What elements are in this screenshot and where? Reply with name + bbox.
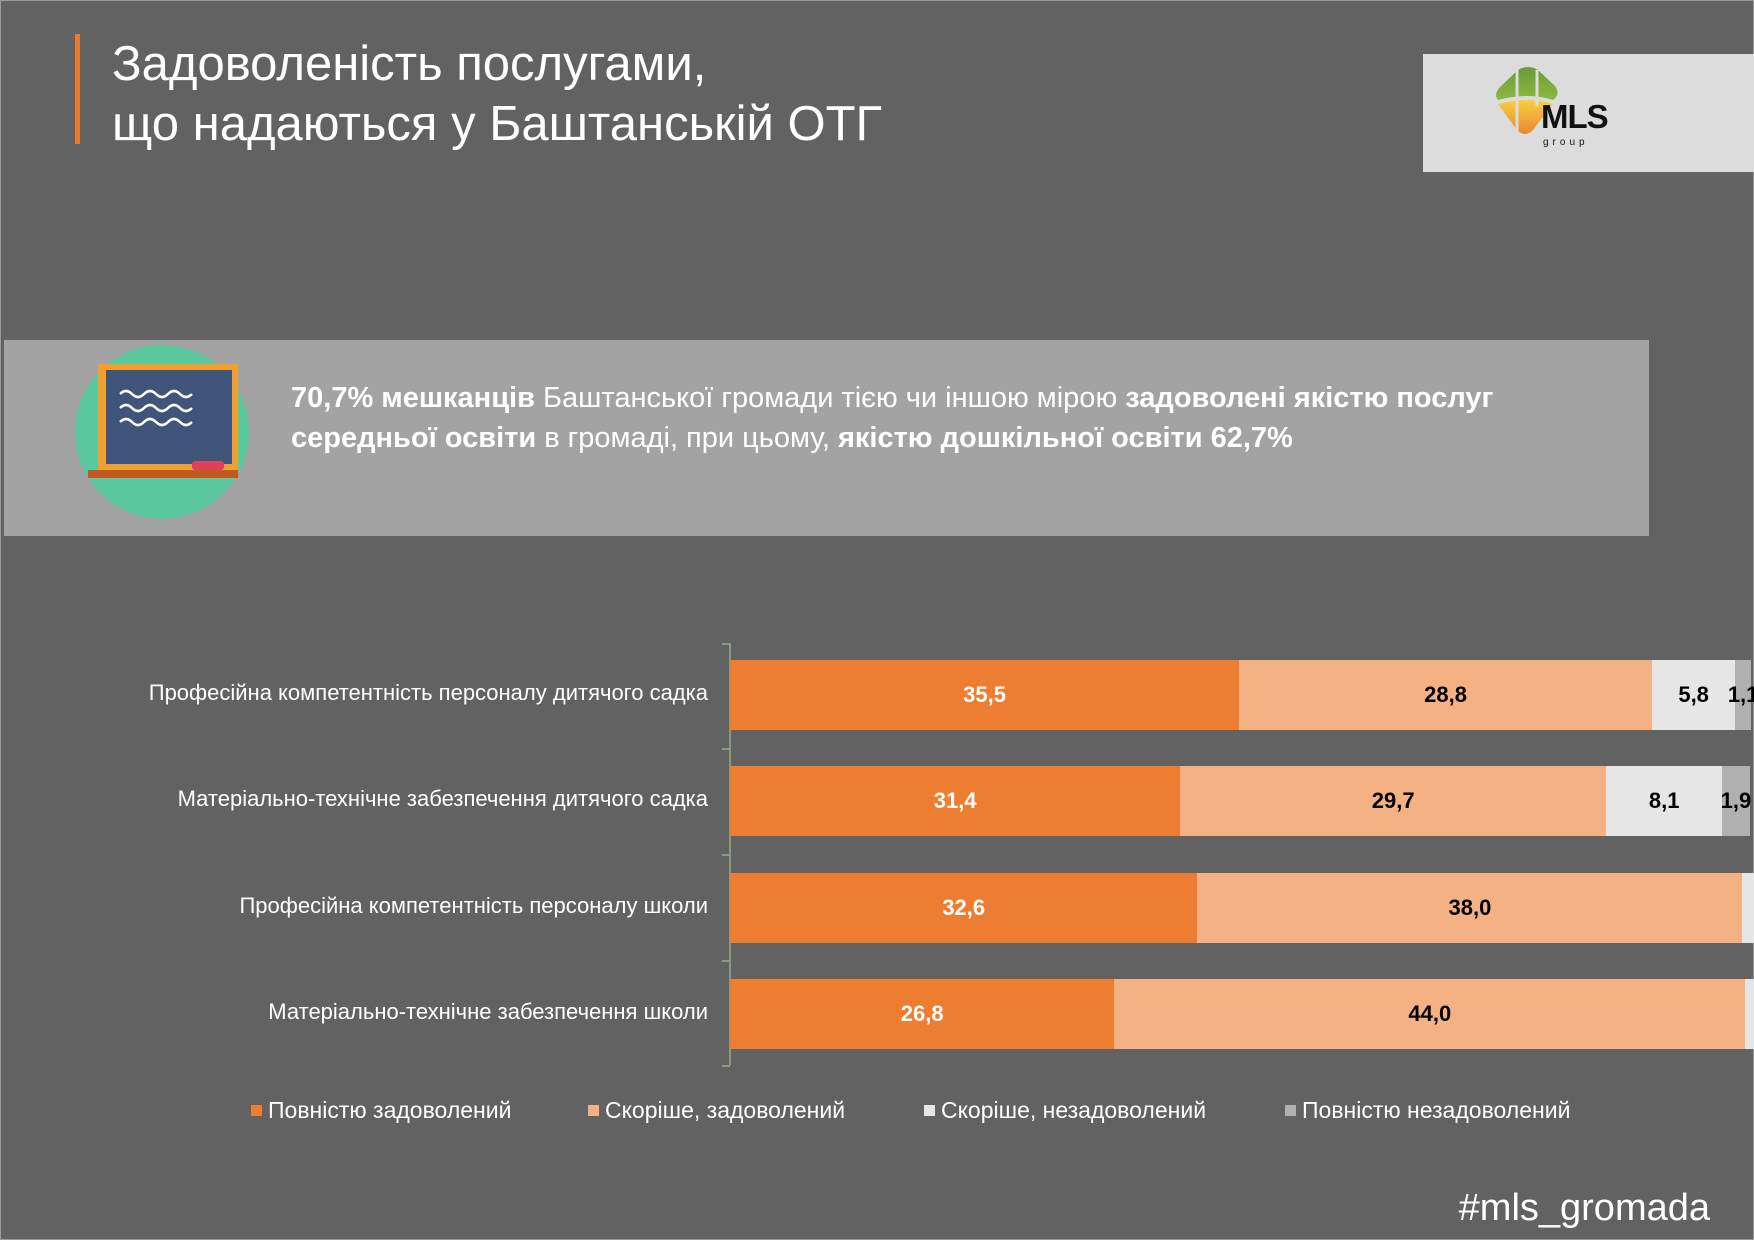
logo-subtext: group [1543,137,1589,148]
legend-swatch [924,1105,935,1116]
axis-tick [722,643,730,645]
title-line-2: що надаються у Баштанській ОТГ [112,97,883,151]
summary-text-part: якістю дошкільної освіти 62,7% [837,422,1293,454]
summary-text-part: в громаді, при цьому, [536,422,838,454]
data-label: 31,4 [933,788,977,813]
bar-segment: 44,0 [1114,979,1746,1049]
data-label: 1,1 [1727,682,1754,707]
category-label: Професійна компетентність персоналу дитя… [148,680,708,705]
data-label: 1,9 [1720,788,1752,813]
bar-segment: 1,9 [1720,766,1752,836]
logo-mark-icon [1496,67,1558,134]
bar-segment: 8,4 [1742,873,1754,943]
category-label: Професійна компетентність персоналу школ… [239,893,708,918]
bar-segment: 28,8 [1239,660,1653,730]
data-label: 32,6 [942,895,986,920]
title-accent-bar [75,34,80,144]
summary-text-part: Баштанської громади тією чи іншою мірою [534,382,1126,414]
bar-segment: 31,4 [730,766,1181,836]
category-label: Матеріально-технічне забезпечення дитячо… [177,786,708,811]
bars-area: 35,5 28,8 5,8 1,1 31,4 29,7 8,1 1,9 32,6 38,0 8,4 2… [730,630,1754,1070]
bar-row: 26,844,08,23,0 [730,979,1754,1049]
bar-row: 31,4 29,7 8,1 1,9 [730,766,1752,836]
bar-segment: 1,1 [1728,660,1754,730]
legend-swatch [588,1105,599,1116]
data-label: 35,5 [963,682,1006,707]
legend-label: Скоріше, задоволений [605,1097,846,1123]
data-label: 8,1 [1648,788,1680,813]
stacked-bar-chart: Професійна компетентність персоналу дитя… [0,630,1754,1070]
summary-text-part: 70,7% мешканців [291,382,535,414]
bar-row: 35,5 28,8 5,8 1,1 [730,660,1754,730]
logo-text: MLS [1541,98,1609,135]
legend-label: Скоріше, незадоволений [941,1097,1207,1123]
bar-segment: 38,0 [1197,873,1743,943]
legend-label: Повністю задоволений [268,1097,512,1123]
legend-label: Повністю незадоволений [1302,1097,1571,1123]
legend-swatch [251,1105,262,1116]
category-axis [729,643,731,1065]
bar-segment: 32,6 [730,873,1198,943]
bar-segment: 5,8 [1652,660,1736,730]
legend-item: Скоріше, незадоволений [924,1097,1206,1124]
legend-item: Повністю незадоволений [1285,1097,1570,1124]
summary-text-part: задоволені якістю послуг середньої освіт… [291,382,1494,454]
summary-text: 70,7% мешканців Баштанської громади тією… [291,378,1631,458]
mls-logo: MLS group [1423,54,1754,172]
data-label: 29,7 [1371,788,1415,813]
legend-item: Скоріше, задоволений [588,1097,845,1124]
axis-tick [722,960,730,962]
hashtag: #mls_gromada [1458,1187,1710,1229]
bar-segment: 8,2 [1745,979,1754,1049]
bar-segment: 8,1 [1606,766,1723,836]
legend-item: Повністю задоволений [251,1097,511,1124]
data-label: 38,0 [1448,895,1492,920]
title-line-1: Задоволеність послугами, [112,37,707,91]
bar-segment: 35,5 [730,660,1240,730]
axis-tick [722,748,730,750]
data-label: 26,8 [900,1001,944,1026]
page-title: Задоволеність послугами, що надаються у … [112,34,882,154]
axis-tick [722,1065,730,1067]
bar-segment: 29,7 [1180,766,1607,836]
category-label: Матеріально-технічне забезпечення школи [268,999,708,1024]
axis-tick [722,854,730,856]
bar-row: 32,638,08,42,2 [730,873,1754,943]
bar-segment: 26,8 [730,979,1115,1049]
data-label: 28,8 [1424,682,1467,707]
data-label: 5,8 [1678,682,1709,707]
data-label: 44,0 [1408,1001,1452,1026]
legend-swatch [1285,1105,1296,1116]
blackboard-icon [75,345,249,519]
summary-banner: 70,7% мешканців Баштанської громади тією… [4,340,1649,536]
